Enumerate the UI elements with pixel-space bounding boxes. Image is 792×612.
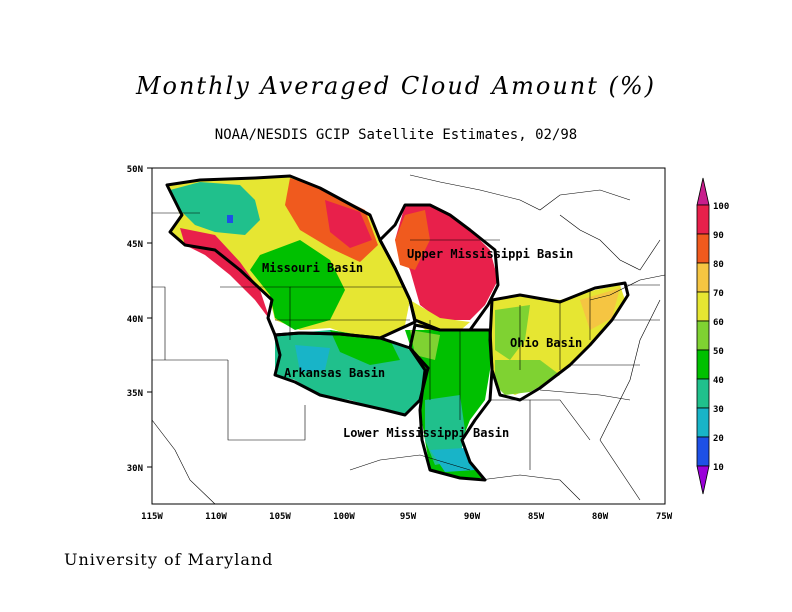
legend-swatch-40 [696,378,710,409]
basin-label-arkansas: Arkansas Basin [284,366,385,380]
lon-tick: 100W [333,512,355,522]
lat-tick: 50N [127,165,143,175]
legend-swatch-30 [696,407,710,438]
legend-swatch-90 [696,233,710,264]
legend-swatch-20 [696,436,710,467]
legend-label: 10 [713,463,724,473]
ohio-green [495,305,530,360]
lon-tick: 105W [269,512,291,522]
lower-miss-yellow [410,330,440,360]
legend-swatch-80 [696,262,710,293]
legend-label: 40 [713,376,724,386]
lon-tick: 75W [656,512,673,522]
map-subtitle: NOAA/NESDIS GCIP Satellite Estimates, 02… [214,127,578,143]
lat-tick: 30N [127,464,143,474]
basin-label-lower-miss: Lower Mississippi Basin [343,426,509,440]
lat-tick: 40N [127,315,143,325]
missouri-red2 [325,200,372,248]
lower-miss-cyan [430,448,475,472]
lat-axis: 50N 45N 40N 35N 30N [127,165,152,474]
missouri-green-west [170,182,260,235]
legend-label: 80 [713,260,724,270]
lon-tick: 95W [400,512,417,522]
basin-label-ohio: Ohio Basin [510,336,582,350]
lon-tick: 80W [592,512,609,522]
legend-label: 50 [713,347,724,357]
legend-label: 90 [713,231,724,241]
lon-tick: 115W [141,512,163,522]
lat-tick: 45N [127,240,143,250]
missouri-red3 [180,228,270,320]
lower-miss-outline [408,323,494,482]
lon-axis: 115W 110W 105W 100W 95W 90W 85W 80W 75W [141,512,673,522]
state-boundaries [151,174,666,505]
blue-spot [227,215,233,223]
color-legend [696,177,710,495]
legend-swatch-50 [696,349,710,380]
basin-outlines [165,174,630,482]
arkansas-outline [273,331,430,417]
legend-cap-top [696,177,710,206]
map-title: Monthly Averaged Cloud Amount (%) [135,72,657,100]
legend-cap-bottom [696,465,710,495]
ohio-south [495,360,560,395]
legend-label: 60 [713,318,724,328]
lower-miss-teal [425,395,465,465]
basin-label-missouri: Missouri Basin [262,261,363,275]
missouri-green-mid [250,240,345,330]
lon-tick: 85W [528,512,545,522]
lon-tick: 110W [205,512,227,522]
lon-tick: 90W [464,512,481,522]
legend-swatch-60 [696,320,710,351]
basin-label-upper-miss: Upper Mississippi Basin [407,247,573,261]
legend-swatch-70 [696,291,710,322]
arkansas-teal [295,345,330,372]
ohio-outline [488,281,630,402]
legend-label: 30 [713,405,724,415]
legend-swatch-100 [696,204,710,235]
legend-label: 70 [713,289,724,299]
legend-label: 100 [713,202,729,212]
legend-labels: 100 90 80 70 60 50 40 30 20 10 [713,202,729,473]
lat-tick: 35N [127,389,143,399]
legend-label: 20 [713,434,724,444]
footer-credit: University of Maryland [64,550,274,569]
